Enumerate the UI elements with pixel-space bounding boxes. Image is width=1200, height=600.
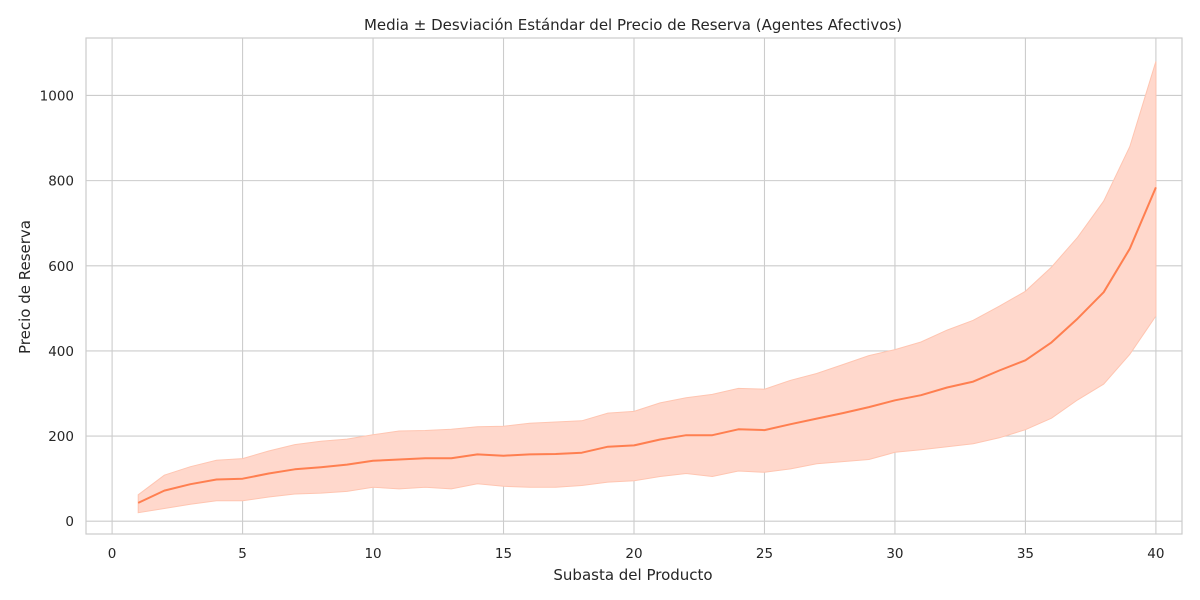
x-tick-label: 30 xyxy=(886,546,903,562)
x-axis-label: Subasta del Producto xyxy=(553,566,712,584)
mean-line xyxy=(137,187,1157,504)
grid-lines xyxy=(86,38,1182,534)
std-deviation-band xyxy=(137,61,1157,514)
x-tick-label: 5 xyxy=(238,546,247,562)
x-tick-label: 0 xyxy=(108,546,117,562)
x-tick-label: 25 xyxy=(756,546,773,562)
x-tick-label: 40 xyxy=(1147,546,1164,562)
x-tick-label: 20 xyxy=(625,546,642,562)
y-tick-label: 600 xyxy=(48,259,74,275)
y-tick-label: 200 xyxy=(48,429,74,445)
x-tick-label: 15 xyxy=(495,546,512,562)
x-tick-label: 35 xyxy=(1017,546,1034,562)
y-tick-label: 400 xyxy=(48,344,74,360)
x-tick-label: 10 xyxy=(364,546,381,562)
y-tick-label: 1000 xyxy=(40,88,74,104)
y-axis-label: Precio de Reserva xyxy=(16,220,34,354)
plot-frame xyxy=(85,37,1183,535)
chart-title: Media ± Desviación Estándar del Precio d… xyxy=(364,16,902,34)
y-tick-label: 0 xyxy=(65,514,74,530)
y-tick-label: 800 xyxy=(48,174,74,190)
